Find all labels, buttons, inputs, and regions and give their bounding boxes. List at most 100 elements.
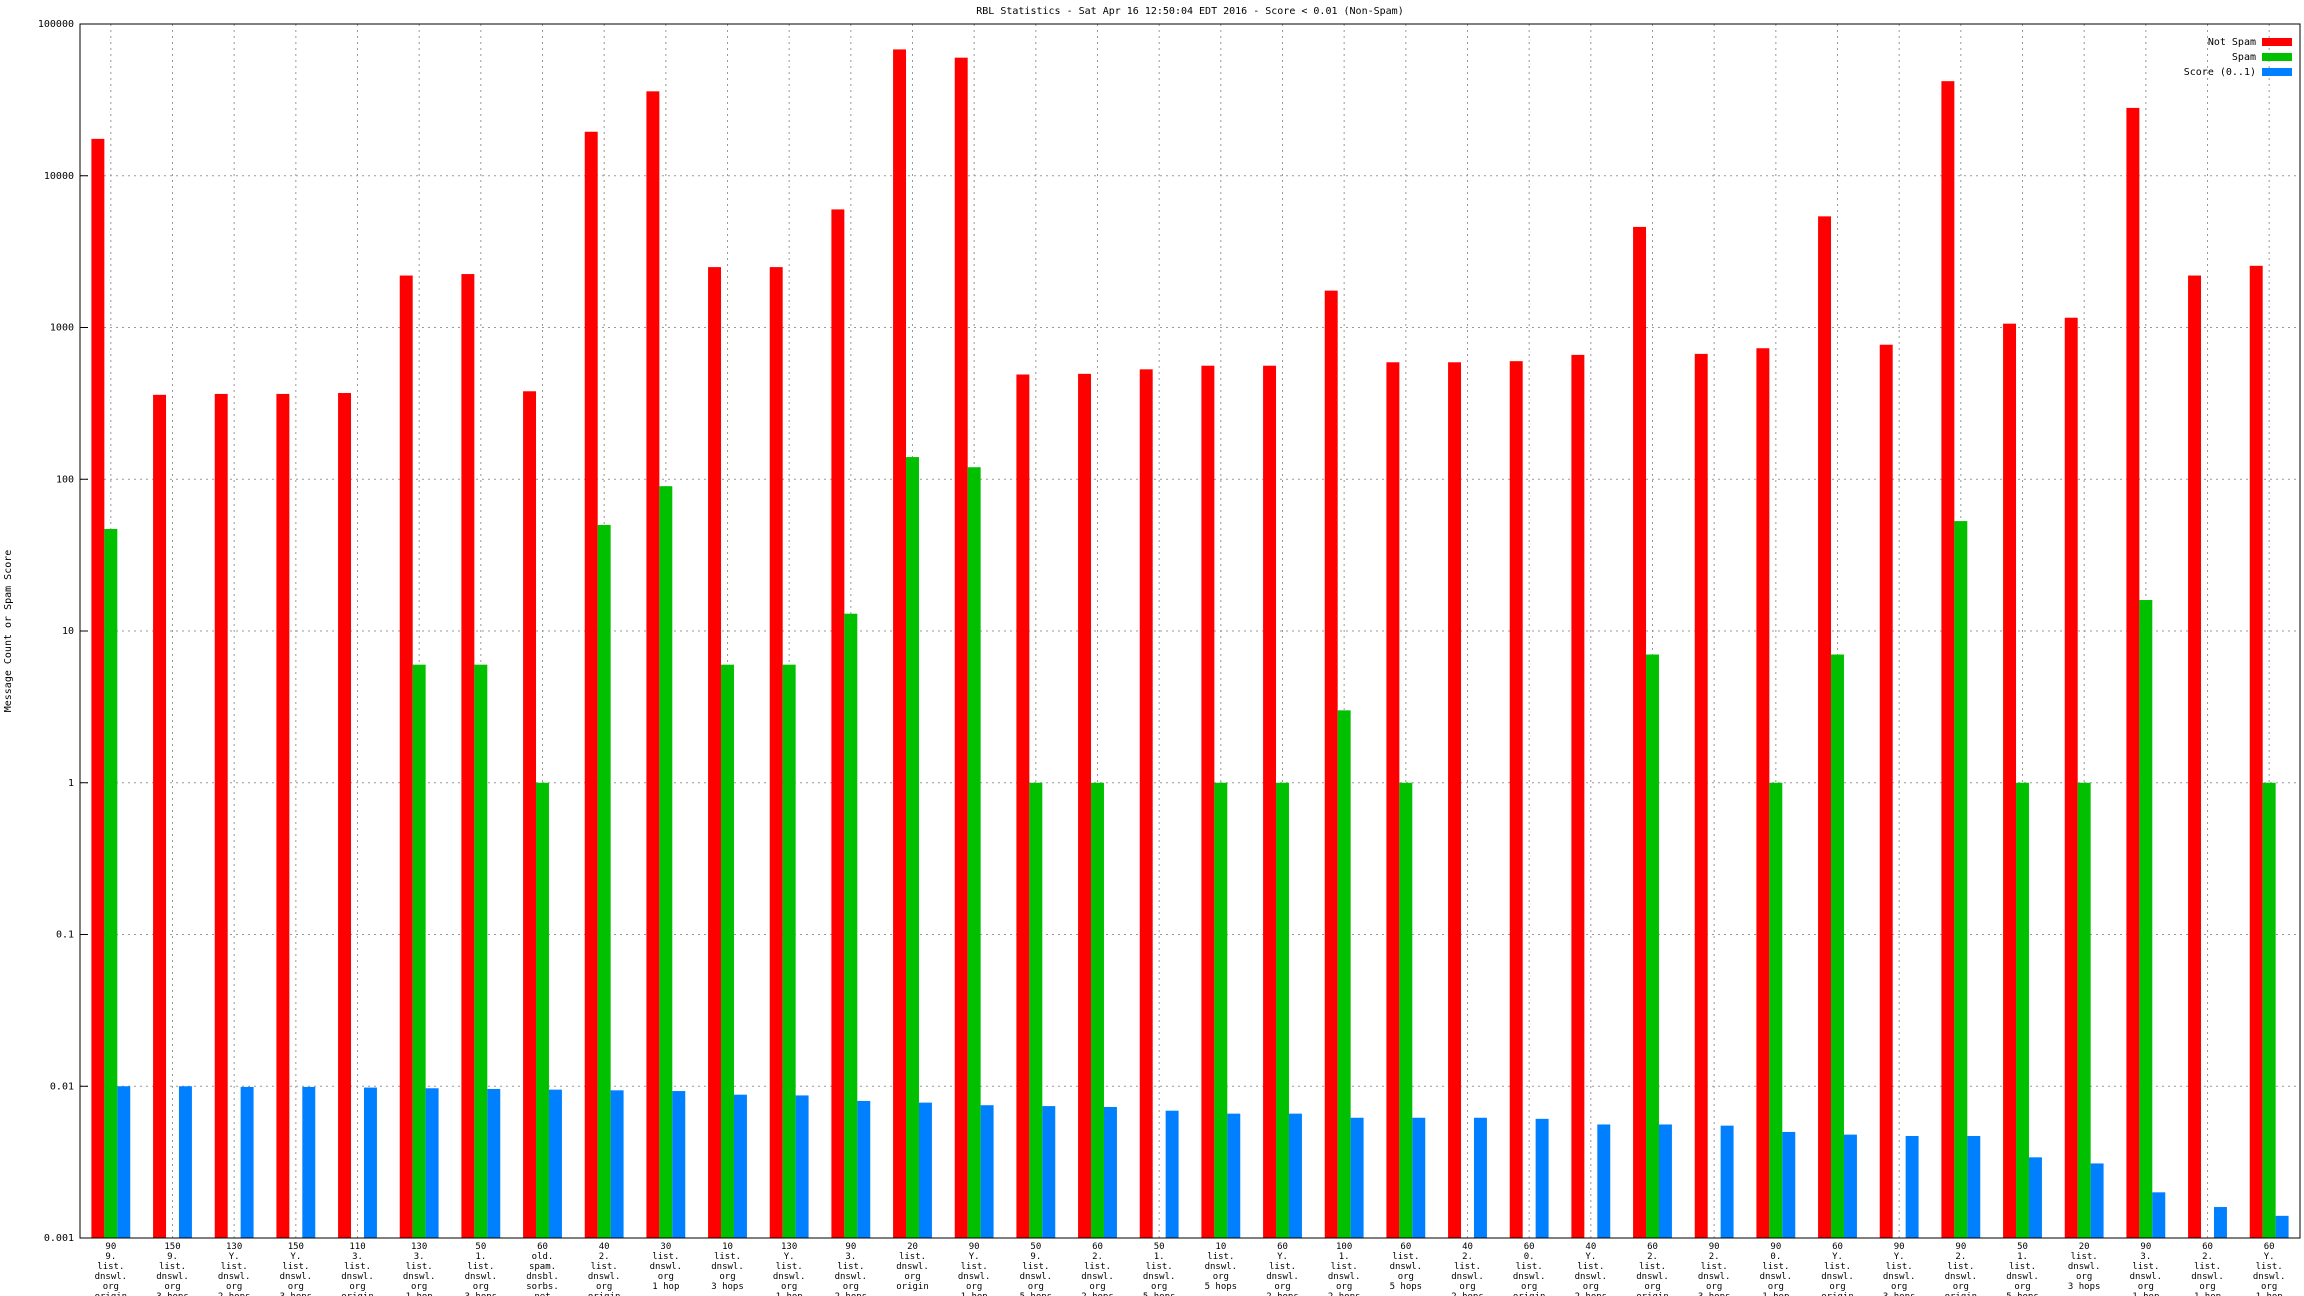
x-tick-label: 90 2. list. dnswl. org 3 hops bbox=[1697, 1242, 1731, 1296]
x-tick-label: 60 Y. list. dnswl. org 2 hops bbox=[1266, 1242, 1299, 1296]
bar bbox=[412, 664, 426, 1238]
x-tick-label: 90 9. list. dnswl. org origin bbox=[94, 1242, 128, 1296]
bar bbox=[782, 664, 796, 1238]
bar bbox=[302, 1086, 316, 1238]
bar bbox=[1646, 654, 1659, 1238]
x-tick-label: 110 3. list. dnswl. org origin bbox=[341, 1242, 374, 1296]
y-axis-label: Message Count or Spam Score bbox=[3, 550, 14, 713]
bar bbox=[1941, 81, 1955, 1239]
bar bbox=[769, 267, 783, 1238]
x-tick-label: 50 1. list. dnswl. org 3 hops bbox=[464, 1242, 498, 1296]
x-tick-label: 60 2. list. dnswl. org 2 hops bbox=[1081, 1242, 1114, 1296]
chart-title: RBL Statistics - Sat Apr 16 12:50:04 EDT… bbox=[976, 6, 1403, 17]
bar bbox=[1831, 654, 1844, 1238]
x-tick-label: 50 1. list. dnswl. org 5 hops bbox=[2006, 1242, 2039, 1296]
plot-frame bbox=[79, 23, 2301, 1239]
bar bbox=[1091, 782, 1104, 1238]
bar bbox=[1078, 373, 1092, 1239]
bar bbox=[1139, 369, 1153, 1238]
x-tick-label: 10 list. dnswl. org 5 hops bbox=[1204, 1242, 1238, 1292]
bar bbox=[721, 664, 734, 1238]
bar bbox=[1263, 365, 1277, 1238]
x-tick-label: 150 9. list. dnswl. org 3 hops bbox=[156, 1242, 189, 1296]
bar bbox=[2028, 1157, 2042, 1238]
x-tick-label: 130 Y. list. dnswl. org 1 hop bbox=[772, 1242, 806, 1296]
bar bbox=[523, 391, 537, 1239]
bar bbox=[1769, 782, 1783, 1238]
bar bbox=[1879, 344, 1893, 1238]
bar bbox=[1694, 353, 1708, 1238]
bar bbox=[2213, 1207, 2227, 1238]
bar bbox=[844, 613, 858, 1238]
bar bbox=[1016, 374, 1030, 1238]
x-tick-label: 50 9. list. dnswl. org 5 hops bbox=[1019, 1242, 1053, 1296]
x-tick-label: 90 3. list. dnswl. org 2 hops bbox=[834, 1242, 868, 1296]
legend-label: Score (0..1) bbox=[2184, 67, 2256, 78]
legend-label: Not Spam bbox=[2208, 37, 2256, 48]
bar bbox=[1756, 348, 1770, 1239]
bar bbox=[795, 1095, 809, 1238]
bar bbox=[1214, 782, 1228, 1238]
bar bbox=[91, 138, 105, 1238]
bar bbox=[2152, 1192, 2166, 1238]
x-tick-label: 40 2. list. dnswl. org 2 hops bbox=[1451, 1242, 1484, 1296]
bar bbox=[831, 209, 845, 1239]
x-tick-label: 20 list. dnswl. org origin bbox=[896, 1242, 929, 1292]
bar bbox=[1337, 710, 1351, 1238]
x-tick-label: 60 Y. list. dnswl. org 1 hop bbox=[2252, 1242, 2286, 1296]
bar bbox=[954, 57, 968, 1239]
x-tick-label: 60 0. list. dnswl. org origin bbox=[1512, 1242, 1546, 1296]
bar bbox=[536, 782, 549, 1238]
x-tick-label: 130 Y. list. dnswl. org 2 hops bbox=[217, 1242, 251, 1296]
bar bbox=[646, 91, 660, 1239]
bar bbox=[708, 267, 722, 1238]
x-tick-label: 60 old. spam. dnsbl. sorbs. net 5 hops bbox=[526, 1242, 559, 1296]
bar bbox=[214, 393, 228, 1238]
x-tick-label: 20 list. dnswl. org 3 hops bbox=[2067, 1242, 2101, 1292]
bar bbox=[1843, 1134, 1857, 1238]
bar bbox=[2262, 782, 2276, 1238]
x-tick-label: 130 3. list. dnswl. org 1 hop bbox=[402, 1242, 436, 1296]
bar bbox=[363, 1087, 377, 1238]
bar bbox=[1535, 1118, 1549, 1238]
bar bbox=[2249, 265, 2263, 1239]
bar bbox=[1720, 1125, 1734, 1238]
legend-swatch bbox=[2262, 53, 2292, 61]
y-tick-label: 10 bbox=[62, 626, 74, 637]
bar bbox=[338, 393, 352, 1238]
bar bbox=[425, 1088, 439, 1238]
y-tick-label: 100000 bbox=[38, 19, 74, 30]
bar bbox=[240, 1086, 254, 1238]
x-tick-label: 90 Y. list. dnswl. org 1 hop bbox=[957, 1242, 991, 1296]
x-tick-label: 90 3. list. dnswl. org 1 hop bbox=[2129, 1242, 2163, 1296]
x-tick-label: 90 0. list. dnswl. org 1 hop bbox=[1759, 1242, 1793, 1296]
bar bbox=[474, 664, 488, 1238]
bar bbox=[1571, 354, 1585, 1238]
bar bbox=[2064, 317, 2078, 1238]
bar bbox=[178, 1086, 192, 1238]
bar bbox=[1448, 362, 1462, 1238]
bar bbox=[659, 486, 673, 1238]
bar bbox=[2275, 1215, 2289, 1238]
bar bbox=[1103, 1106, 1117, 1238]
bar bbox=[1782, 1131, 1796, 1238]
bar bbox=[967, 467, 981, 1238]
y-tick-label: 0.001 bbox=[44, 1233, 74, 1244]
bar bbox=[1473, 1117, 1487, 1238]
x-tick-label: 150 Y. list. dnswl. org 3 hops bbox=[279, 1242, 313, 1296]
bar bbox=[1633, 226, 1647, 1238]
x-tick-label: 10 list. dnswl. org 3 hops bbox=[711, 1242, 744, 1292]
bar bbox=[276, 393, 290, 1238]
bar bbox=[1954, 521, 1968, 1238]
bar bbox=[1597, 1124, 1611, 1238]
bar bbox=[2016, 782, 2029, 1238]
bar bbox=[893, 49, 907, 1239]
bar bbox=[2126, 107, 2140, 1238]
legend-swatch bbox=[2262, 68, 2292, 76]
bar bbox=[1227, 1113, 1241, 1238]
bar bbox=[1412, 1117, 1426, 1238]
bar bbox=[1967, 1136, 1981, 1238]
y-tick-label: 10000 bbox=[44, 171, 74, 182]
bar bbox=[1509, 361, 1523, 1239]
